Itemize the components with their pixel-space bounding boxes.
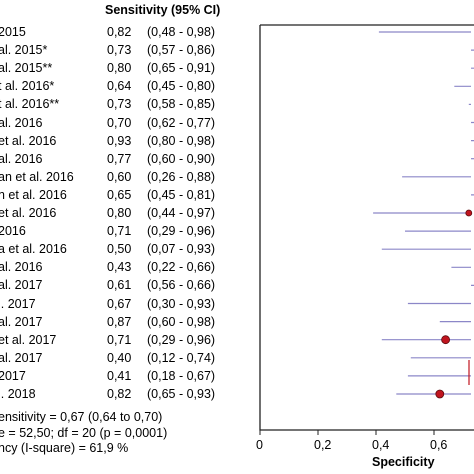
study-label: a et al. 2016 [0,242,67,257]
summary-line: ensitivity = 0,67 (0,64 to 0,70) [0,410,163,424]
sensitivity-ci: (0,48 - 0,98) [147,25,216,39]
study-label: an et al. 2016 [0,169,74,184]
sensitivity-ci: (0,65 - 0,91) [147,61,216,76]
sensitivity-ci: (0,57 - 0,86) [147,43,216,58]
study-label: al. 2016 [0,115,43,130]
sensitivity-value: 0,67 [107,296,132,311]
sensitivity-value: 0,71 [107,224,132,239]
sensitivity-value: 0,77 [107,151,132,166]
sensitivity-header: Sensitivity (95% CI) [105,3,221,17]
point-estimate [465,209,473,217]
sensitivity-value: 0,61 [107,278,132,293]
study-label: et al. 2017 [0,332,57,347]
sensitivity-value: 0,50 [107,242,132,257]
x-tick-label: 0,4 [372,438,390,452]
sensitivity-value: 0,73 [107,43,132,58]
study-label: 2017 [0,368,26,383]
sensitivity-value: 0,82 [107,25,132,39]
sensitivity-value: 0,73 [107,97,132,112]
sensitivity-value: 0,80 [107,206,132,220]
sensitivity-ci: (0,22 - 0,66) [147,260,216,275]
summary-line: e = 52,50; df = 20 (p = 0,0001) [0,425,168,440]
study-label: al. 2017 [0,350,43,365]
sensitivity-ci: (0,12 - 0,74) [147,350,216,365]
study-label: al. 2017 [0,314,43,329]
sensitivity-value: 0,41 [107,368,132,383]
sensitivity-value: 0,43 [107,260,132,275]
point-estimate [435,389,445,399]
sensitivity-value: 0,82 [107,387,132,401]
sensitivity-ci: (0,80 - 0,98) [147,133,216,148]
sensitivity-value: 0,70 [107,115,132,130]
sensitivity-ci: (0,65 - 0,93) [147,387,216,401]
summary-line: ncy (I-square) = 61,9 % [0,441,129,455]
study-label: al. 2016 [0,151,43,166]
study-label: 2016 [0,224,26,239]
sensitivity-ci: (0,29 - 0,96) [147,332,216,347]
sensitivity-ci: (0,58 - 0,85) [147,97,216,112]
x-tick-label: 0 [256,438,263,452]
sensitivity-value: 0,64 [107,79,132,94]
sensitivity-ci: (0,30 - 0,93) [147,296,216,311]
x-tick-label: 0,2 [314,438,332,452]
x-tick-label: 0,6 [430,438,448,452]
study-label: al. 2017 [0,278,43,293]
sensitivity-ci: (0,45 - 0,81) [147,187,216,202]
sensitivity-value: 0,65 [107,187,132,202]
plot-frame [259,25,474,431]
sensitivity-value: 0,60 [107,169,132,184]
study-label: al. 2016 [0,260,43,275]
study-label: al. 2015* [0,43,48,58]
sensitivity-value: 0,87 [107,314,132,329]
sensitivity-ci: (0,60 - 0,90) [147,151,216,166]
sensitivity-ci: (0,44 - 0,97) [147,206,216,220]
study-label: al. 2015** [0,61,53,76]
study-label: t al. 2016* [0,79,55,94]
sensitivity-ci: (0,60 - 0,98) [147,314,216,329]
sensitivity-ci: (0,18 - 0,67) [147,368,216,383]
sensitivity-value: 0,71 [107,332,132,347]
sensitivity-ci: (0,07 - 0,93) [147,242,216,257]
study-label: n et al. 2016 [0,187,67,202]
sensitivity-ci: (0,45 - 0,80) [147,79,216,94]
point-estimate [441,335,451,345]
sensitivity-ci: (0,29 - 0,96) [147,224,216,239]
sensitivity-ci: (0,62 - 0,77) [147,115,216,130]
study-label: 2015 [0,25,26,39]
study-label: l. 2017 [0,296,36,311]
sensitivity-ci: (0,26 - 0,88) [147,169,216,184]
sensitivity-ci: (0,56 - 0,66) [147,278,216,293]
study-label: l. 2018 [0,387,36,401]
study-label: et al. 2016 [0,206,57,220]
study-label: t al. 2016** [0,97,60,112]
sensitivity-value: 0,40 [107,350,132,365]
sensitivity-value: 0,80 [107,61,132,76]
sensitivity-value: 0,93 [107,133,132,148]
study-label: et al. 2016 [0,133,57,148]
x-axis-label: Specificity [372,455,435,469]
